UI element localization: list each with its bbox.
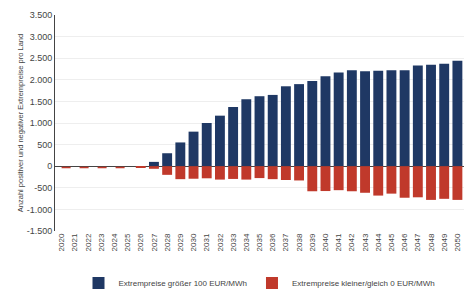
svg-text:2021: 2021 bbox=[70, 233, 79, 251]
svg-text:2031: 2031 bbox=[202, 233, 211, 251]
svg-text:2032: 2032 bbox=[216, 233, 225, 251]
svg-text:2024: 2024 bbox=[110, 233, 119, 251]
svg-text:0: 0 bbox=[47, 161, 52, 171]
svg-text:Anzahl positiver und negativer: Anzahl positiver und negativer Extrempre… bbox=[16, 34, 25, 212]
svg-text:-1.000: -1.000 bbox=[27, 205, 53, 215]
svg-text:2038: 2038 bbox=[295, 233, 304, 251]
svg-text:2029: 2029 bbox=[176, 233, 185, 251]
svg-text:2020: 2020 bbox=[57, 233, 66, 251]
svg-text:2.000: 2.000 bbox=[30, 75, 53, 85]
svg-text:Extrempreise größer 100 EUR/MW: Extrempreise größer 100 EUR/MWh bbox=[119, 279, 247, 288]
svg-text:2025: 2025 bbox=[123, 233, 132, 251]
svg-text:2036: 2036 bbox=[268, 233, 277, 251]
svg-text:2.500: 2.500 bbox=[30, 53, 53, 63]
svg-text:2030: 2030 bbox=[189, 233, 198, 251]
svg-text:2035: 2035 bbox=[255, 233, 264, 251]
svg-text:2050: 2050 bbox=[453, 233, 462, 251]
svg-text:3.000: 3.000 bbox=[30, 32, 53, 42]
svg-text:2037: 2037 bbox=[281, 233, 290, 251]
svg-text:2044: 2044 bbox=[374, 233, 383, 251]
svg-text:2041: 2041 bbox=[334, 233, 343, 251]
svg-text:-1.500: -1.500 bbox=[27, 226, 53, 236]
svg-text:2048: 2048 bbox=[427, 233, 436, 251]
svg-text:2040: 2040 bbox=[321, 233, 330, 251]
svg-text:2027: 2027 bbox=[150, 233, 159, 251]
svg-text:Extrempreise kleiner/gleich 0: Extrempreise kleiner/gleich 0 EUR/MWh bbox=[292, 279, 435, 288]
svg-text:2049: 2049 bbox=[440, 233, 449, 251]
svg-text:1.500: 1.500 bbox=[30, 97, 53, 107]
svg-text:2022: 2022 bbox=[84, 233, 93, 251]
svg-text:3.500: 3.500 bbox=[30, 10, 53, 20]
svg-text:2026: 2026 bbox=[136, 233, 145, 251]
svg-text:-500: -500 bbox=[34, 183, 52, 193]
svg-text:2023: 2023 bbox=[97, 233, 106, 251]
svg-text:2043: 2043 bbox=[361, 233, 370, 251]
svg-text:2046: 2046 bbox=[400, 233, 409, 251]
svg-text:2033: 2033 bbox=[229, 233, 238, 251]
svg-text:2047: 2047 bbox=[413, 233, 422, 251]
svg-text:1.000: 1.000 bbox=[30, 118, 53, 128]
svg-text:2034: 2034 bbox=[242, 233, 251, 251]
svg-text:2028: 2028 bbox=[163, 233, 172, 251]
svg-text:2039: 2039 bbox=[308, 233, 317, 251]
svg-text:2045: 2045 bbox=[387, 233, 396, 251]
svg-text:2042: 2042 bbox=[347, 233, 356, 251]
svg-text:500: 500 bbox=[37, 140, 52, 150]
